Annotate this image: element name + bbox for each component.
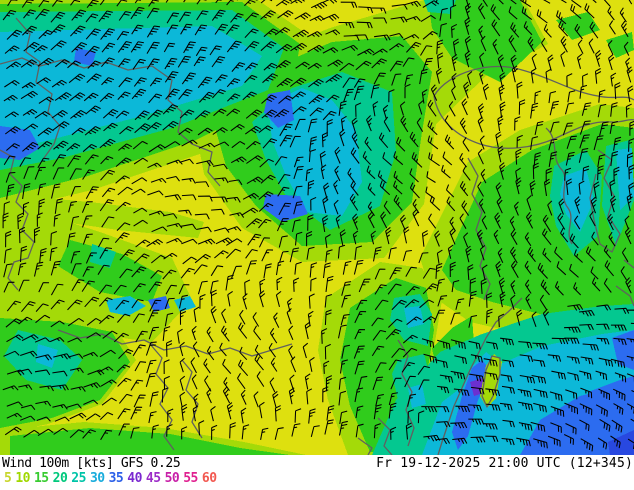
map-title: Wind 100m [kts] GFS 0.25 <box>2 456 181 471</box>
legend-value: 40 <box>127 471 142 486</box>
legend-value: 60 <box>201 471 217 486</box>
legend-value: 30 <box>89 471 105 486</box>
map-datetime: Fr 19-12-2025 21:00 UTC (12+345) <box>376 456 633 471</box>
legend-value: 20 <box>52 471 68 486</box>
legend-value: 35 <box>108 471 124 486</box>
speed-shading-layer <box>0 0 634 455</box>
legend-value: 10 <box>15 471 30 486</box>
legend-value: 45 <box>145 471 161 486</box>
legend-value: 55 <box>183 471 198 486</box>
legend-value: 50 <box>164 471 180 486</box>
legend-value: 15 <box>33 471 49 486</box>
footer-row: Wind 100m [kts] GFS 0.25 Fr 19-12-2025 2… <box>2 456 633 471</box>
wind-speed-map <box>0 0 634 455</box>
legend-scale: 5 10 15 20 25 30 35 40 45 50 55 60 <box>4 471 221 486</box>
wind-barbs-layer <box>2 0 634 452</box>
legend-value: 5 <box>4 471 12 486</box>
map-footer: Wind 100m [kts] GFS 0.25 Fr 19-12-2025 2… <box>0 455 634 490</box>
legend-value: 25 <box>71 471 86 486</box>
